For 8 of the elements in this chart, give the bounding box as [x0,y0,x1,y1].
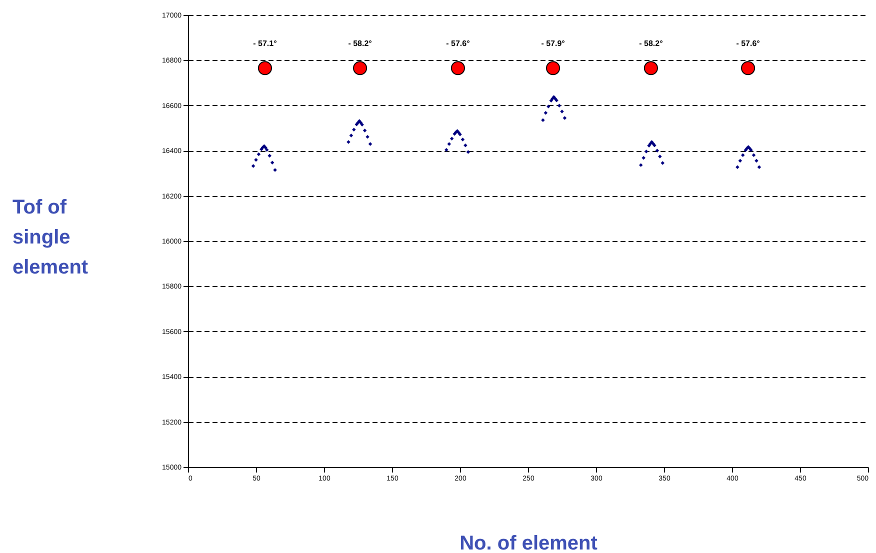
annotation: - 58.2° [639,39,663,48]
annotation: - 58.2° [348,39,372,48]
y-axis-title: Tof of single element [12,196,88,278]
annotation: - 57.9° [541,39,565,48]
annotation: - 57.6° [446,39,470,48]
annotation: - 57.1° [253,39,277,48]
annotation: - 57.6° [736,39,760,48]
x-axis-title: No. of element [460,532,598,553]
